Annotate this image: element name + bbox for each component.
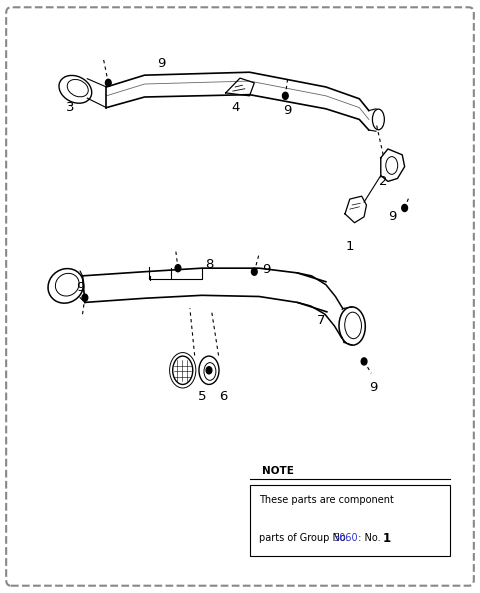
Text: These parts are component: These parts are component — [259, 495, 394, 505]
Text: parts of Group No.: parts of Group No. — [259, 534, 348, 544]
Text: NOTE: NOTE — [262, 466, 294, 476]
Text: 9: 9 — [76, 281, 84, 294]
Text: 9: 9 — [388, 211, 397, 224]
Circle shape — [175, 264, 181, 272]
Text: 5060: 5060 — [333, 534, 358, 544]
Text: 8: 8 — [205, 257, 213, 270]
FancyBboxPatch shape — [250, 486, 450, 556]
Circle shape — [82, 294, 88, 301]
Text: 9: 9 — [284, 104, 292, 117]
Text: 7: 7 — [317, 314, 325, 327]
Text: 5: 5 — [198, 390, 206, 403]
Circle shape — [282, 93, 288, 100]
Text: 1: 1 — [346, 240, 354, 253]
Circle shape — [402, 205, 408, 212]
Circle shape — [206, 366, 212, 374]
Text: 9: 9 — [157, 57, 166, 70]
Text: 9: 9 — [370, 381, 378, 394]
Text: 2: 2 — [379, 175, 387, 188]
Circle shape — [361, 358, 367, 365]
Text: 1: 1 — [383, 532, 391, 545]
Circle shape — [106, 79, 111, 87]
Text: 3: 3 — [66, 101, 75, 114]
Text: 6: 6 — [219, 390, 228, 403]
Text: 4: 4 — [231, 101, 240, 114]
Text: 9: 9 — [262, 263, 270, 276]
Text: : No.: : No. — [355, 534, 386, 544]
Circle shape — [252, 268, 257, 275]
